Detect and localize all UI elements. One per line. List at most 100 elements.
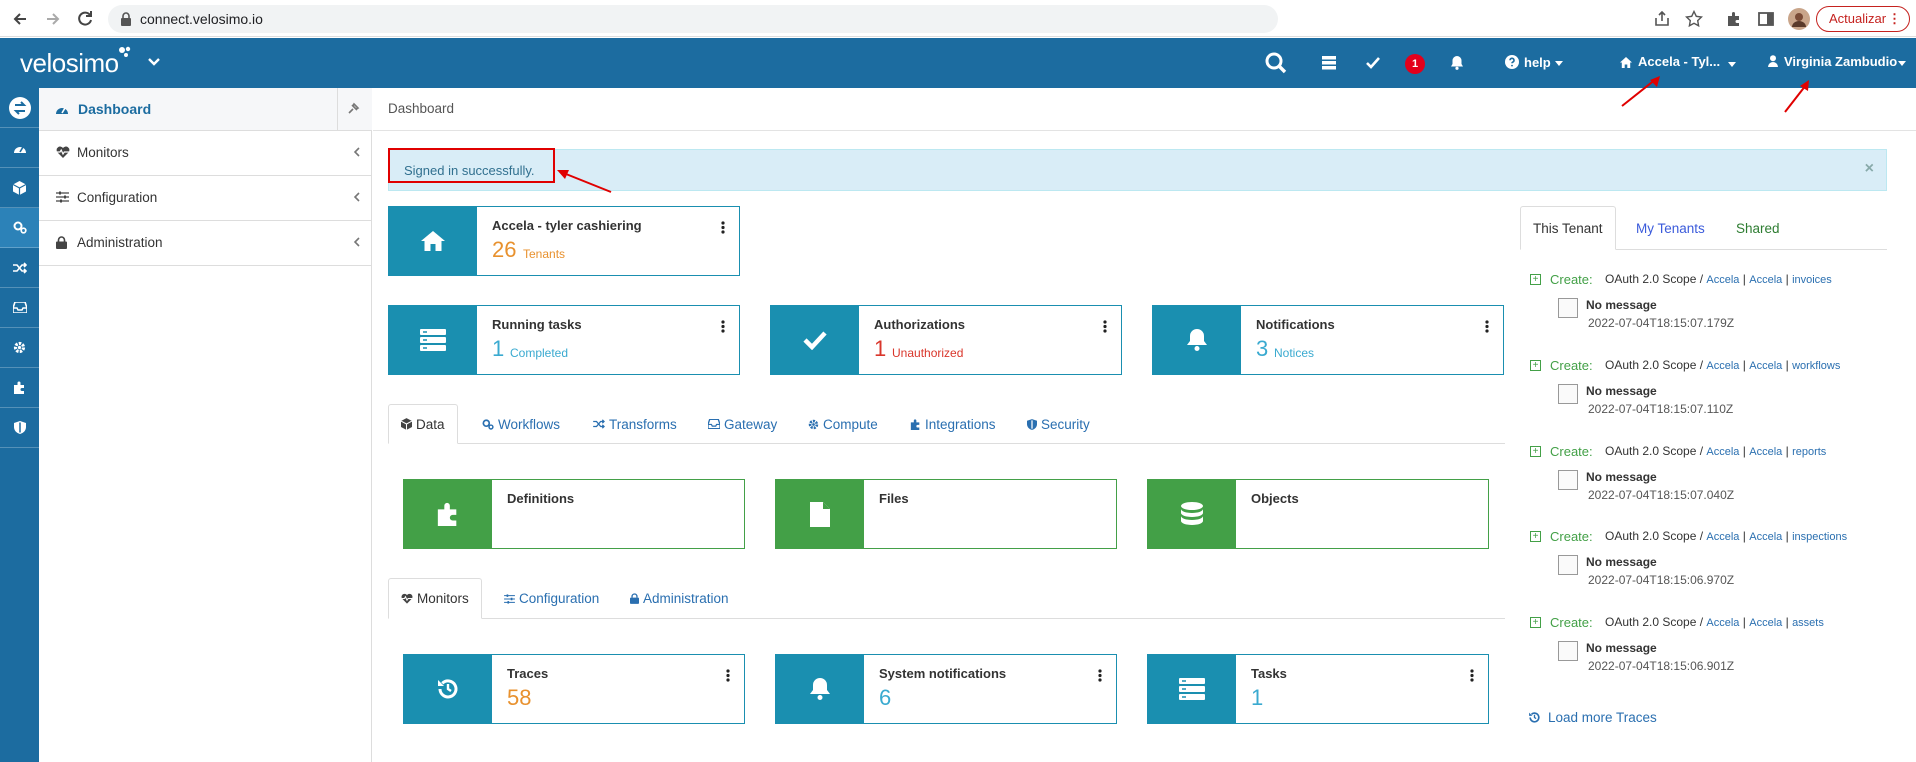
tab-workflows[interactable]: Workflows xyxy=(482,404,560,444)
feed-link[interactable]: invoices xyxy=(1792,274,1832,286)
cogs-icon xyxy=(482,418,494,430)
sidebar-item-label: Administration xyxy=(77,235,163,250)
files-card[interactable]: Files xyxy=(775,479,1117,549)
rail-workflows[interactable] xyxy=(0,208,39,248)
rail-gateway[interactable] xyxy=(0,288,39,328)
tab-transforms[interactable]: Transforms xyxy=(593,404,677,444)
extensions-icon[interactable] xyxy=(1725,10,1743,28)
tab-this-tenant[interactable]: This Tenant xyxy=(1520,206,1616,250)
back-icon[interactable] xyxy=(10,9,30,29)
definitions-card[interactable]: Definitions xyxy=(403,479,745,549)
tenant-selector[interactable]: Accela - Tyl... xyxy=(1638,54,1721,69)
cube-icon xyxy=(13,180,26,195)
rail-integrations[interactable] xyxy=(0,368,39,408)
rail-compute[interactable] xyxy=(0,328,39,368)
kebab-menu-icon[interactable] xyxy=(1103,320,1107,333)
notifications-card[interactable]: Notifications 3 Notices xyxy=(1152,305,1504,375)
search-icon[interactable] xyxy=(1264,51,1288,75)
rail-data[interactable] xyxy=(0,168,39,208)
running-tasks-card[interactable]: Running tasks 1 Completed xyxy=(388,305,740,375)
tab-monitors[interactable]: Monitors xyxy=(388,578,482,619)
feed-action: Create: xyxy=(1550,529,1593,544)
notification-count-badge[interactable]: 1 xyxy=(1405,54,1425,74)
feed-link[interactable]: workflows xyxy=(1792,360,1841,372)
kebab-menu-icon[interactable] xyxy=(1470,669,1474,682)
kebab-menu-icon[interactable] xyxy=(1098,669,1102,682)
feed-message: No message xyxy=(1586,555,1657,569)
feed-link[interactable]: Accela xyxy=(1749,617,1783,629)
tenant-card[interactable]: Accela - tyler cashiering 26 Tenants xyxy=(388,206,740,276)
tab-my-tenants[interactable]: My Tenants xyxy=(1636,206,1705,250)
kebab-menu-icon[interactable] xyxy=(721,221,725,234)
puzzle-icon xyxy=(14,381,24,394)
objects-card[interactable]: Objects xyxy=(1147,479,1489,549)
feed-link[interactable]: reports xyxy=(1792,446,1827,458)
tab-shared[interactable]: Shared xyxy=(1736,206,1780,250)
sidebar-item-monitors[interactable]: Monitors xyxy=(39,131,372,176)
close-icon[interactable]: × xyxy=(1864,160,1874,177)
rail-transforms[interactable] xyxy=(0,248,39,288)
feed-link[interactable]: Accela xyxy=(1706,446,1740,458)
card-value: 3 xyxy=(1256,336,1269,361)
tab-label: Gateway xyxy=(724,416,778,432)
tab-integrations[interactable]: Integrations xyxy=(910,404,996,444)
feed-link[interactable]: Accela xyxy=(1706,274,1740,286)
feed-link[interactable]: Accela xyxy=(1749,531,1783,543)
tab-gateway[interactable]: Gateway xyxy=(708,404,777,444)
feed-link[interactable]: Accela xyxy=(1749,446,1783,458)
tasks-icon[interactable] xyxy=(1322,56,1336,70)
feed-scope-label: OAuth 2.0 Scope / xyxy=(1605,444,1704,458)
address-bar[interactable]: connect.velosimo.io xyxy=(108,5,1278,33)
feed-link[interactable]: Accela xyxy=(1706,531,1740,543)
feed-link[interactable]: assets xyxy=(1792,617,1824,629)
side-panel-icon[interactable] xyxy=(1757,10,1775,28)
feed-link[interactable]: Accela xyxy=(1749,360,1783,372)
kebab-menu-icon[interactable] xyxy=(1485,320,1489,333)
tab-label: Administration xyxy=(643,591,729,606)
tasks-card[interactable]: Tasks 1 xyxy=(1147,654,1489,724)
url-text[interactable]: connect.velosimo.io xyxy=(140,11,263,27)
logo[interactable]: velosimo xyxy=(20,48,119,79)
share-icon[interactable] xyxy=(1653,10,1671,28)
caret-down-icon xyxy=(1555,61,1563,66)
load-more-traces-link[interactable]: Load more Traces xyxy=(1528,710,1657,725)
tab-label: Integrations xyxy=(925,416,996,432)
app-header: velosimo 1 help Accela - Tyl... Virginia… xyxy=(0,38,1916,88)
feed-link[interactable]: Accela xyxy=(1706,360,1740,372)
traces-card[interactable]: Traces 58 xyxy=(403,654,745,724)
update-button[interactable]: Actualizar ⋮ xyxy=(1816,6,1910,32)
tab-administration[interactable]: Administration xyxy=(630,578,729,619)
feed-link[interactable]: Accela xyxy=(1706,617,1740,629)
reload-icon[interactable] xyxy=(75,9,95,29)
rail-toggle[interactable] xyxy=(0,88,39,128)
system-notifications-card[interactable]: System notifications 6 xyxy=(775,654,1117,724)
kebab-menu-icon[interactable] xyxy=(721,320,725,333)
sidebar-item-configuration[interactable]: Configuration xyxy=(39,176,372,221)
authorizations-card[interactable]: Authorizations 1 Unauthorized xyxy=(770,305,1122,375)
sidebar-item-dashboard[interactable]: Dashboard xyxy=(39,88,372,131)
bell-icon[interactable] xyxy=(1450,55,1464,70)
tab-security[interactable]: Security xyxy=(1027,404,1090,444)
help-icon[interactable] xyxy=(1505,55,1519,69)
profile-avatar[interactable] xyxy=(1788,8,1810,30)
feed-scope-label: OAuth 2.0 Scope / xyxy=(1605,272,1704,286)
sidebar-item-administration[interactable]: Administration xyxy=(39,221,372,266)
user-menu[interactable]: Virginia Zambudio xyxy=(1784,54,1898,69)
help-label[interactable]: help xyxy=(1524,55,1551,70)
feed-link[interactable]: inspections xyxy=(1792,531,1848,543)
tab-configuration[interactable]: Configuration xyxy=(504,578,599,619)
forward-icon[interactable] xyxy=(43,9,63,29)
chevron-down-icon[interactable] xyxy=(147,57,161,67)
pin-icon[interactable] xyxy=(346,102,360,116)
check-icon[interactable] xyxy=(1366,56,1380,70)
card-value: 1 xyxy=(492,336,505,361)
tab-data[interactable]: Data xyxy=(388,404,458,444)
rail-security[interactable] xyxy=(0,408,39,448)
tab-compute[interactable]: Compute xyxy=(808,404,878,444)
kebab-menu-icon[interactable] xyxy=(726,669,730,682)
bookmark-star-icon[interactable] xyxy=(1685,10,1703,28)
rail-dashboard[interactable] xyxy=(0,128,39,168)
feed-link[interactable]: Accela xyxy=(1749,274,1783,286)
puzzle-icon xyxy=(910,418,920,430)
plus-square-icon: + xyxy=(1530,446,1541,457)
